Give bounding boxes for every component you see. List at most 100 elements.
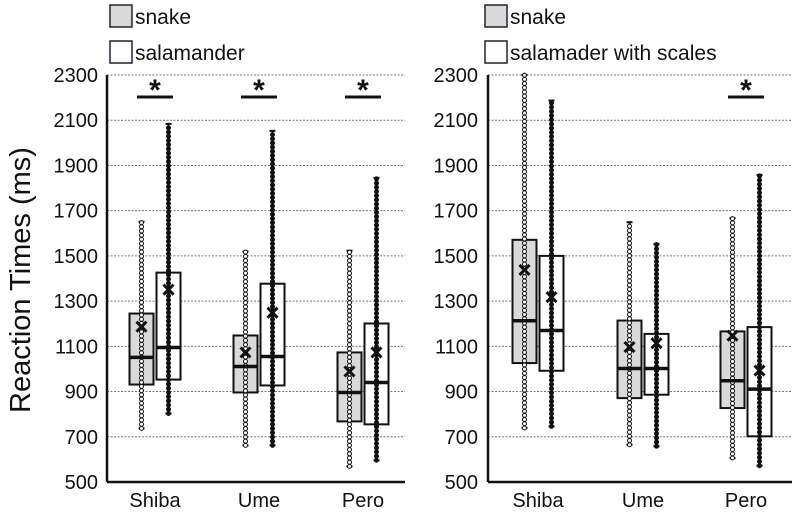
data-point (730, 405, 735, 411)
data-point (522, 81, 527, 87)
data-point (549, 213, 554, 219)
data-point (522, 135, 527, 141)
data-point (549, 171, 554, 177)
data-point (374, 340, 379, 346)
y-tick-label: 1700 (434, 201, 479, 223)
data-point (730, 253, 735, 259)
data-point (243, 371, 248, 377)
data-point (730, 304, 735, 310)
data-point (730, 283, 735, 289)
y-tick-label: 900 (65, 382, 98, 404)
data-point (654, 397, 659, 403)
data-point (139, 409, 144, 415)
data-point (522, 156, 527, 162)
data-point (270, 216, 275, 222)
data-point (166, 217, 171, 223)
x-tick-label: Ume (622, 490, 664, 512)
data-point (166, 205, 171, 211)
data-point (522, 148, 527, 154)
data-point (374, 323, 379, 329)
data-point (374, 226, 379, 232)
data-point (549, 167, 554, 173)
data-point (627, 387, 632, 393)
data-point (347, 279, 352, 285)
data-point (243, 438, 248, 444)
data-point (522, 249, 527, 255)
data-point (270, 337, 275, 343)
data-point (166, 322, 171, 328)
data-point (243, 388, 248, 394)
data-point (730, 455, 735, 461)
data-point (757, 433, 762, 439)
data-point (243, 342, 248, 348)
data-point (757, 282, 762, 288)
data-point (166, 150, 171, 156)
data-point (627, 332, 632, 338)
data-point (730, 224, 735, 230)
data-point (730, 409, 735, 415)
data-point (522, 345, 527, 351)
data-point (139, 266, 144, 272)
data-point (627, 391, 632, 397)
data-point (627, 383, 632, 389)
data-point (522, 186, 527, 192)
data-point (139, 308, 144, 314)
data-point (270, 199, 275, 205)
data-point (270, 249, 275, 255)
data-point (654, 443, 659, 449)
data-point (347, 287, 352, 293)
legend-label: salamader with scales (510, 42, 717, 65)
data-point (730, 400, 735, 406)
data-point (757, 404, 762, 410)
data-point (522, 303, 527, 309)
data-point (166, 175, 171, 181)
data-point (522, 278, 527, 284)
data-point (654, 275, 659, 281)
data-point (627, 429, 632, 435)
data-point (522, 139, 527, 145)
box-snake-Shiba (128, 220, 155, 431)
data-point (522, 383, 527, 389)
data-point (549, 394, 554, 400)
data-point (549, 121, 554, 127)
data-point (654, 326, 659, 332)
data-point (522, 165, 527, 171)
data-point (549, 155, 554, 161)
data-point (270, 274, 275, 280)
data-point (347, 426, 352, 432)
data-point (549, 268, 554, 274)
data-point (627, 282, 632, 288)
data-point (522, 295, 527, 301)
data-point (139, 417, 144, 423)
y-tick-label: 1900 (434, 155, 479, 177)
data-point (522, 76, 527, 82)
data-point (347, 283, 352, 289)
data-point (757, 400, 762, 406)
data-point (730, 216, 735, 222)
data-point (549, 243, 554, 249)
data-point (243, 287, 248, 293)
data-point (374, 268, 379, 274)
data-point (730, 249, 735, 255)
data-point (730, 232, 735, 238)
data-point (654, 279, 659, 285)
y-tick-label: 1700 (54, 201, 99, 223)
data-point (347, 421, 352, 427)
data-point (139, 287, 144, 293)
data-point (166, 196, 171, 202)
data-point (166, 133, 171, 139)
data-point (139, 299, 144, 305)
data-point (374, 331, 379, 337)
data-point (522, 253, 527, 259)
data-point (270, 262, 275, 268)
data-point (139, 388, 144, 394)
data-point (270, 405, 275, 411)
data-point (757, 223, 762, 229)
data-point (374, 373, 379, 379)
data-point (347, 300, 352, 306)
data-point (522, 366, 527, 372)
data-point (549, 356, 554, 362)
data-point (166, 125, 171, 131)
data-point (522, 257, 527, 263)
data-point (549, 281, 554, 287)
